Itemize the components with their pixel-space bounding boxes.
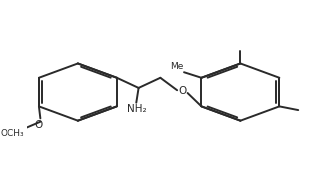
- Text: O: O: [178, 86, 186, 96]
- Text: OCH₃: OCH₃: [0, 129, 24, 138]
- Text: O: O: [34, 120, 42, 130]
- Text: Me: Me: [170, 62, 183, 71]
- Text: NH₂: NH₂: [127, 104, 147, 114]
